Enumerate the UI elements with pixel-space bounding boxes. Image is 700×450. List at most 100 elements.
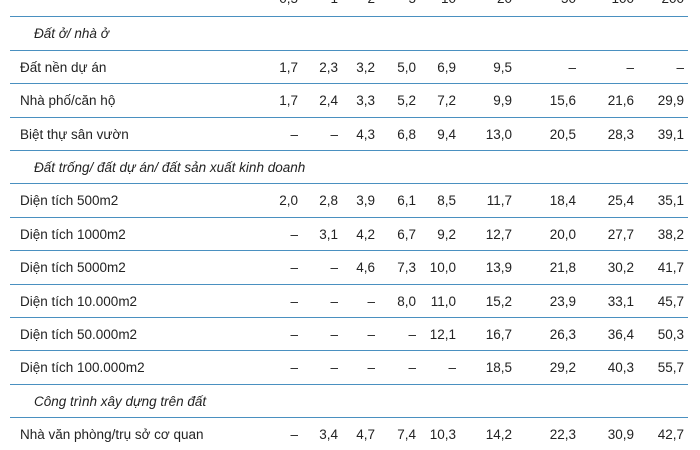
table-cell: 2,8 — [319, 193, 338, 209]
table-cell: 5,2 — [397, 93, 416, 109]
table-row: Đất nền dự án 1,7 2,3 3,2 5,0 6,9 9,5 – – – — [10, 51, 688, 85]
table-cell: 22,3 — [549, 427, 576, 443]
table-cell: – — [367, 360, 375, 376]
table-cell: 6,7 — [397, 226, 416, 242]
table-cell: 7,2 — [437, 93, 456, 109]
table-row: Diện tích 5000m2 – – 4,6 7,3 10,0 13,9 21,8 30,2… — [10, 251, 688, 285]
table-cell: 21,8 — [549, 260, 576, 276]
table-cell: 11,7 — [486, 193, 512, 209]
table-cell: 20,5 — [549, 126, 576, 142]
table-cell: 3,1 — [319, 226, 338, 242]
table-cell: 28,3 — [607, 126, 634, 142]
table-row: Diện tích 500m2 2,0 2,8 3,9 6,1 8,5 11,7 18,4 25… — [10, 184, 688, 218]
table-cell: – — [290, 326, 298, 342]
table-cell: – — [367, 293, 375, 309]
table-cell: – — [568, 59, 576, 75]
table-cell: 10,3 — [429, 427, 456, 443]
row-label: Diện tích 10.000m2 — [20, 293, 138, 309]
table-cell: 21,6 — [607, 93, 634, 109]
table-row: Nhà phố/căn hộ 1,7 2,4 3,3 5,2 7,2 9,9 15,6 21,6… — [10, 84, 688, 118]
table-cell: 29,9 — [657, 93, 684, 109]
table-cell: 25,4 — [607, 193, 634, 209]
table-cell: 45,7 — [657, 293, 684, 309]
table-cell: 6,9 — [437, 59, 456, 75]
table-cell: – — [330, 260, 338, 276]
table-cell: – — [626, 59, 634, 75]
table-cell: – — [330, 326, 338, 342]
row-label: Diện tích 5000m2 — [20, 260, 126, 276]
table-cell: 2,0 — [279, 193, 298, 209]
table-cell: – — [676, 59, 684, 75]
table-cell: 35,1 — [657, 193, 684, 209]
row-label: Nhà phố/căn hộ — [20, 93, 116, 109]
table-cell: 8,0 — [397, 293, 416, 309]
row-label: Diện tích 50.000m2 — [20, 326, 138, 342]
table-cell: – — [330, 360, 338, 376]
row-label: Đất nền dự án — [20, 59, 107, 75]
table-cell: 13,0 — [485, 126, 512, 142]
section-title: Đất ở/ nhà ở — [34, 26, 109, 42]
row-label: Nhà văn phòng/trụ sở cơ quan — [20, 427, 204, 443]
fee-table: 0,512510 20 50 100 200 Đất ở/ nhà ở Đất nền dự… — [10, 0, 688, 450]
column-header: 2 — [335, 0, 375, 17]
table-cell: 26,3 — [549, 326, 576, 342]
table-header-row: 0,512510 20 50 100 200 — [10, 0, 688, 18]
table-cell: 7,4 — [397, 427, 416, 443]
table-cell: – — [290, 293, 298, 309]
table-cell: 30,2 — [607, 260, 634, 276]
table-cell: 9,2 — [437, 226, 456, 242]
row-label: Biệt thự sân vườn — [20, 126, 129, 142]
table-cell: 3,2 — [356, 59, 375, 75]
table-cell: 4,3 — [356, 126, 375, 142]
table-cell: 30,9 — [607, 427, 634, 443]
table-cell: 23,9 — [549, 293, 576, 309]
table-cell: 27,7 — [607, 226, 634, 242]
table-cell: 10,0 — [429, 260, 456, 276]
table-cell: 41,7 — [657, 260, 684, 276]
table-cell: 4,7 — [356, 427, 375, 443]
table-row: Biệt thự sân vườn – – 4,3 6,8 9,4 13,0 20,5 28,3… — [10, 118, 688, 151]
table-cell: – — [290, 226, 298, 242]
row-label: Diện tích 100.000m2 — [20, 360, 145, 376]
table-cell: 40,3 — [607, 360, 634, 376]
table-cell: 6,8 — [397, 126, 416, 142]
table-cell: – — [330, 293, 338, 309]
table-cell: 3,9 — [356, 193, 375, 209]
table-cell: 20,0 — [549, 226, 576, 242]
table-cell: 36,4 — [607, 326, 634, 342]
column-header: 200 — [644, 0, 684, 17]
table-row: Diện tích 50.000m2– – – –12,1 16,7 26,3 36,4 50… — [10, 318, 688, 352]
row-label: Diện tích 500m2 — [20, 193, 119, 209]
table-cell: 55,7 — [657, 360, 684, 376]
column-header: 10 — [416, 0, 456, 17]
section-title-row: Đất trống/ đất dự án/ đất sản xuất kinh … — [10, 151, 688, 185]
table-cell: 13,9 — [485, 260, 512, 276]
table-row: Diện tích 100.000m2 – – – – – 18,5 29,2 40,3 55,7 — [10, 351, 688, 385]
table-cell: – — [290, 360, 298, 376]
table-cell: – — [290, 427, 298, 443]
table-cell: 8,5 — [437, 193, 456, 209]
table-cell: 2,3 — [319, 59, 338, 75]
section-title: Đất trống/ đất dự án/ đất sản xuất kinh … — [34, 159, 306, 175]
table-cell: 18,5 — [485, 360, 512, 376]
table-cell: 11,0 — [430, 293, 456, 309]
column-header: 5 — [376, 0, 416, 17]
column-header: 100 — [594, 0, 634, 17]
table-cell: 1,7 — [279, 59, 298, 75]
row-label: Diện tích 1000m2 — [20, 226, 126, 242]
table-cell: 38,2 — [657, 226, 684, 242]
table-cell: 15,6 — [549, 93, 576, 109]
table-row: Diện tích 1000m2 – 3,1 4,2 6,7 9,2 12,7 20,0 27,… — [10, 218, 688, 252]
table-cell: 5,0 — [397, 59, 416, 75]
table-cell: 15,2 — [485, 293, 512, 309]
table-cell: 9,5 — [493, 59, 512, 75]
column-header: 1 — [298, 0, 338, 17]
table-cell: – — [330, 126, 338, 142]
table-cell: 12,1 — [429, 326, 456, 342]
table-cell: 6,1 — [397, 193, 416, 209]
table-cell: 1,7 — [279, 93, 298, 109]
table-cell: 50,3 — [657, 326, 684, 342]
table-cell: 42,7 — [657, 427, 684, 443]
table-cell: – — [367, 326, 375, 342]
table-cell: 39,1 — [657, 126, 684, 142]
